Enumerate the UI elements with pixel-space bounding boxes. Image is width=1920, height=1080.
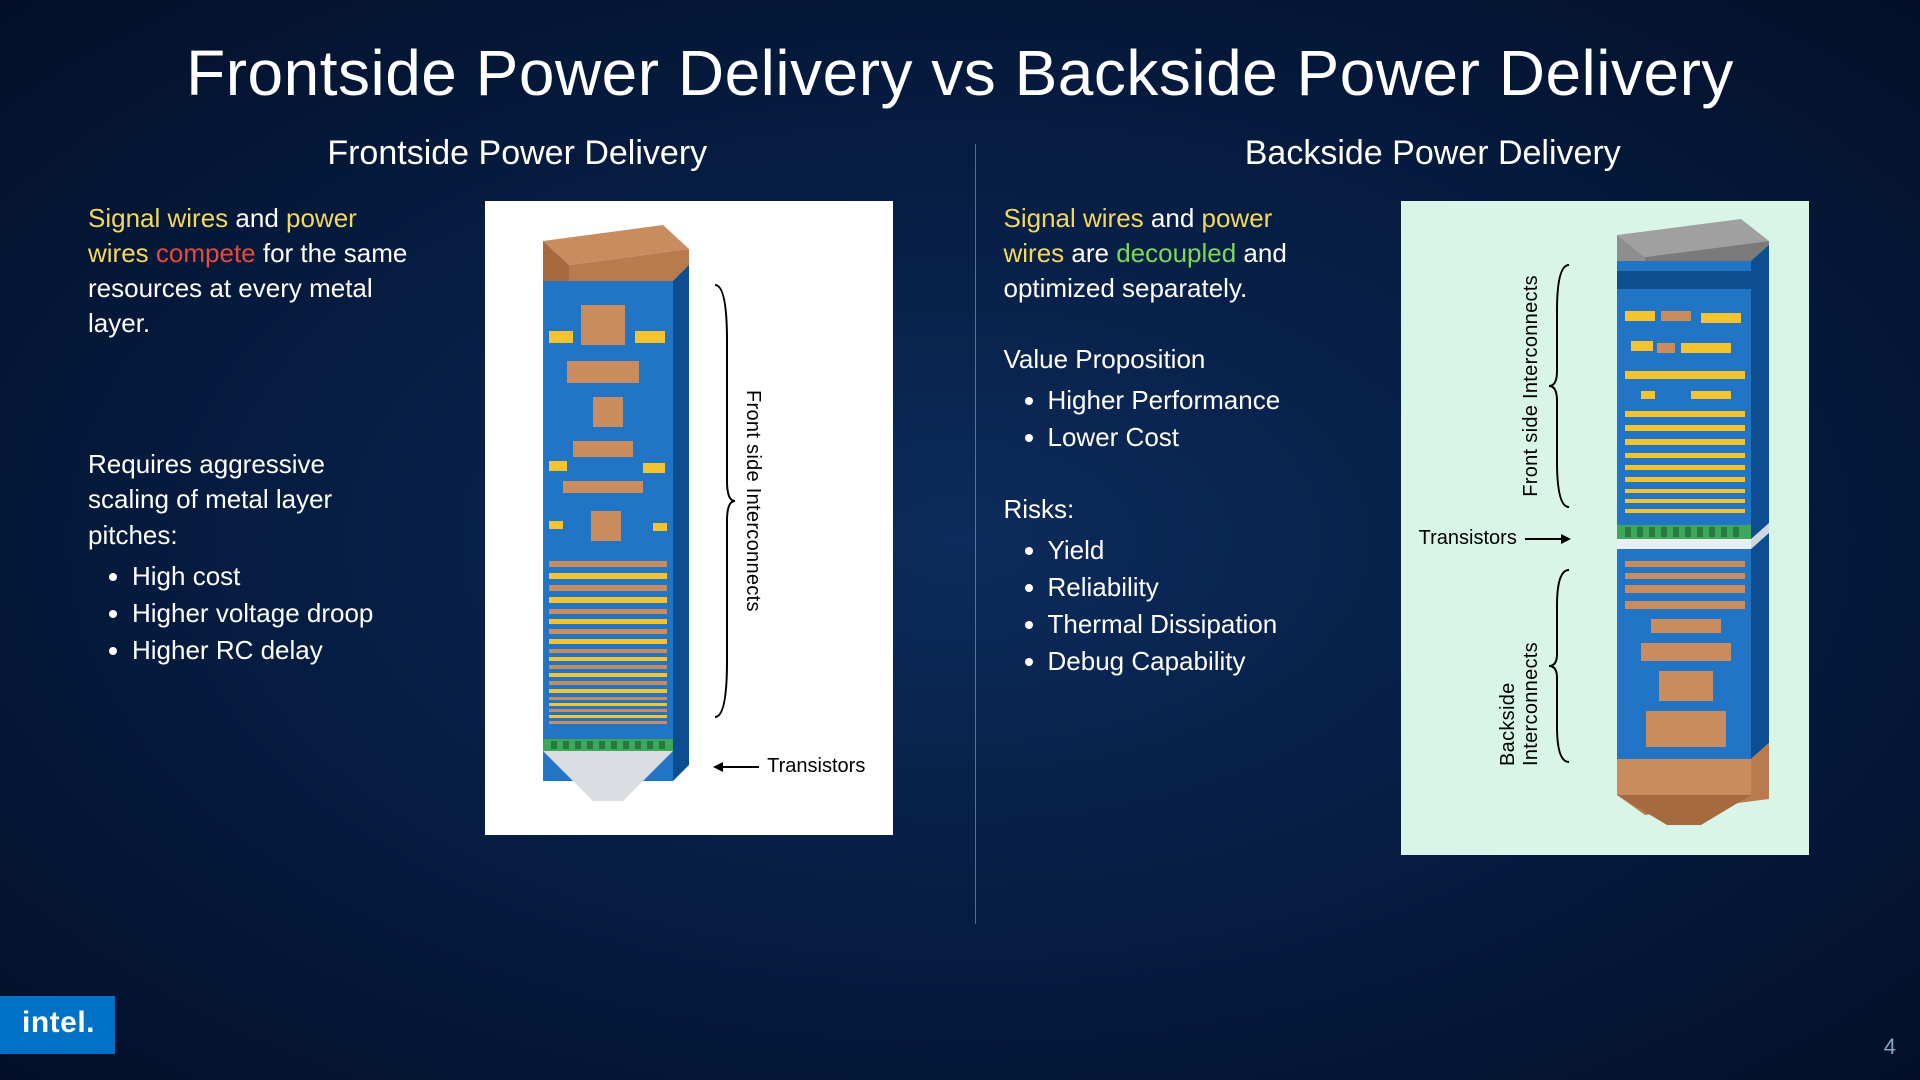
list-item: Reliability <box>1048 570 1324 605</box>
list-item: Thermal Dissipation <box>1048 607 1324 642</box>
frontside-stack-icon <box>503 211 703 821</box>
left-bullets: High cost Higher voltage droop Higher RC… <box>88 559 408 668</box>
right-para1: Signal wires and power wires are decoupl… <box>1004 201 1324 306</box>
arrow-icon <box>713 758 761 776</box>
column-divider <box>975 144 976 924</box>
list-item: Lower Cost <box>1048 420 1324 455</box>
value-label: Value Proposition <box>1004 342 1324 377</box>
risks-label: Risks: <box>1004 492 1324 527</box>
left-column: Frontside Power Delivery Signal wires an… <box>70 134 965 994</box>
right-column: Backside Power Delivery Signal wires and… <box>986 134 1881 994</box>
list-item: Higher RC delay <box>132 633 408 668</box>
page-number: 4 <box>1884 1034 1896 1060</box>
comparison-columns: Frontside Power Delivery Signal wires an… <box>0 134 1920 994</box>
left-para1: Signal wires and power wires compete for… <box>88 201 408 341</box>
intel-logo: intel. <box>0 996 115 1054</box>
list-item: Debug Capability <box>1048 644 1324 679</box>
brace-icon <box>713 281 735 721</box>
right-heading: Backside Power Delivery <box>1004 134 1863 173</box>
right-text: Signal wires and power wires are decoupl… <box>1004 201 1324 715</box>
list-item: High cost <box>132 559 408 594</box>
left-heading: Frontside Power Delivery <box>88 134 947 173</box>
bracket-top-label: Front side Interconnects <box>1520 275 1543 497</box>
transistor-label: Transistors <box>1419 527 1517 550</box>
arrow-icon <box>1523 530 1571 548</box>
right-figure: Front side Interconnects Transistors <box>1348 201 1863 855</box>
transistor-label: Transistors <box>767 755 865 778</box>
value-bullets: Higher Performance Lower Cost <box>1004 383 1324 455</box>
backside-stack-icon <box>1581 211 1781 841</box>
left-text: Signal wires and power wires compete for… <box>88 201 408 704</box>
list-item: Higher Performance <box>1048 383 1324 418</box>
brace-icon <box>1549 566 1571 766</box>
bracket-bottom-label: Backside Interconnects <box>1497 566 1543 766</box>
bracket-label: Front side Interconnects <box>741 390 764 612</box>
list-item: Yield <box>1048 533 1324 568</box>
left-figure: Front side Interconnects Transistors <box>432 201 947 835</box>
list-item: Higher voltage droop <box>132 596 408 631</box>
left-para2-lead: Requires aggressive scaling of metal lay… <box>88 447 408 552</box>
brace-icon <box>1549 261 1571 511</box>
slide-title: Frontside Power Delivery vs Backside Pow… <box>0 0 1920 134</box>
risks-bullets: Yield Reliability Thermal Dissipation De… <box>1004 533 1324 679</box>
